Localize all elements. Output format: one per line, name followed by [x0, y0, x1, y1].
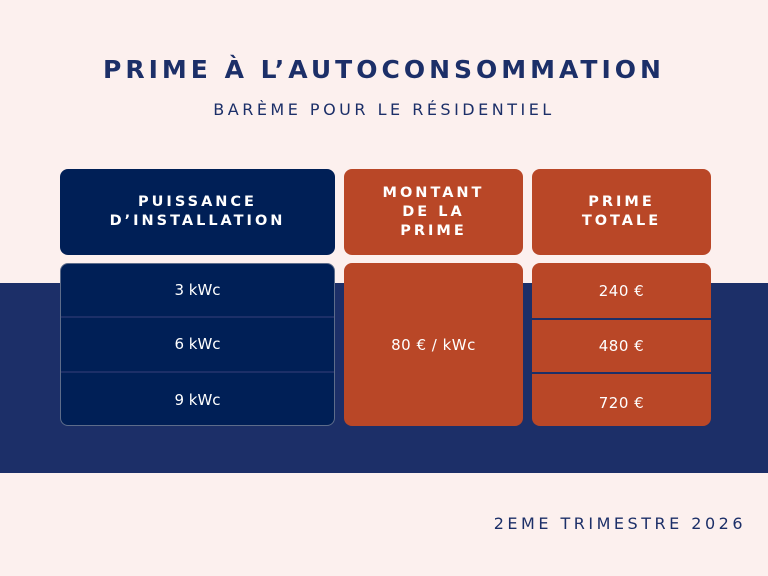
total-cell: 240 €	[532, 263, 711, 318]
total-cell: 480 €	[532, 320, 711, 372]
power-cell: 9 kWc	[174, 390, 221, 409]
header-rate: MONTANT DE LA PRIME	[344, 169, 523, 255]
page-subtitle: BARÈME POUR LE RÉSIDENTIEL	[213, 100, 555, 119]
total-cell: 720 €	[532, 374, 711, 426]
power-column: 3 kWc 6 kWc 9 kWc	[60, 263, 335, 426]
header-power: PUISSANCE D’INSTALLATION	[60, 169, 335, 255]
footer-period: 2EME TRIMESTRE 2026	[493, 514, 746, 533]
power-cell: 6 kWc	[61, 318, 334, 373]
power-cell: 3 kWc	[61, 264, 334, 319]
rate-cell: 80 € / kWc	[344, 263, 523, 426]
page-title: PRIME À L’AUTOCONSOMMATION	[103, 55, 665, 84]
header-total: PRIME TOTALE	[532, 169, 711, 255]
